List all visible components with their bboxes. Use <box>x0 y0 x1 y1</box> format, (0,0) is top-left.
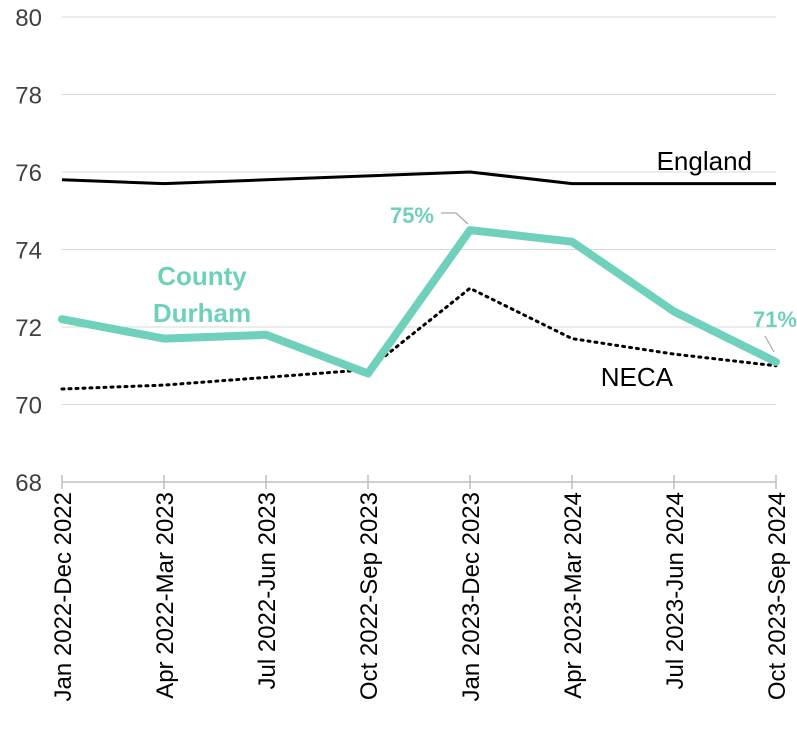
series-line-england <box>61 170 776 186</box>
x-tick-label-0: Jan 2022-Dec 2022 <box>50 492 77 701</box>
x-tick-label-4: Jan 2023-Dec 2023 <box>458 492 485 701</box>
x-axis: Jan 2022-Dec 2022 Apr 2022-Mar 2023 Jul 20… <box>50 475 791 701</box>
y-axis: 68 70 72 74 76 78 80 <box>15 5 42 497</box>
series-line-neca <box>60 286 778 391</box>
y-tick-label-74: 74 <box>15 238 42 265</box>
series-lines <box>58 170 780 391</box>
x-tick-label-7: Oct 2023-Sep 2024 <box>764 492 791 700</box>
x-tick-label-2: Jul 2022-Jun 2023 <box>254 492 281 689</box>
x-tick-label-1: Apr 2022-Mar 2023 <box>152 492 179 699</box>
series-line-county-durham <box>58 226 780 378</box>
data-label-75-percent: 75% <box>390 203 434 228</box>
x-tick-label-5: Apr 2023-Mar 2024 <box>560 492 587 699</box>
annotation-leader-71 <box>764 335 775 353</box>
series-label-county-durham-line1: County <box>157 261 247 291</box>
series-label-neca: NECA <box>601 362 674 392</box>
y-tick-label-80: 80 <box>15 5 42 32</box>
series-label-england: England <box>657 146 752 176</box>
gridlines <box>62 16 776 405</box>
y-tick-label-68: 68 <box>15 470 42 497</box>
x-tick-label-3: Oct 2022-Sep 2023 <box>356 492 383 700</box>
y-tick-label-76: 76 <box>15 160 42 187</box>
y-tick-label-72: 72 <box>15 315 42 342</box>
y-tick-label-70: 70 <box>15 393 42 420</box>
x-tick-label-6: Jul 2023-Jun 2024 <box>662 492 689 689</box>
series-labels: England County Durham NECA <box>153 146 752 392</box>
annotation-leader-75 <box>441 212 469 225</box>
data-annotations: 75% 71% <box>390 203 797 353</box>
data-label-71-percent: 71% <box>753 307 797 332</box>
y-tick-label-78: 78 <box>15 83 42 110</box>
series-label-county-durham-line2: Durham <box>153 298 251 328</box>
